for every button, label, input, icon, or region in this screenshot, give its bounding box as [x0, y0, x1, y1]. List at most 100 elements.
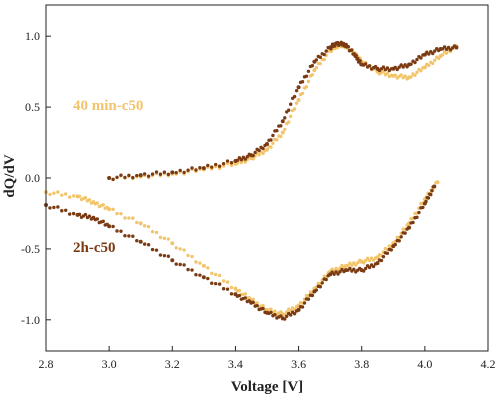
series-dot — [119, 173, 123, 177]
series-dot — [111, 177, 115, 182]
series-dot — [214, 162, 218, 167]
series-dot — [64, 208, 68, 212]
data-point — [435, 180, 440, 185]
series-dot — [229, 161, 234, 165]
series-dot — [146, 224, 151, 229]
series-dot — [409, 75, 413, 79]
series-dot — [310, 64, 315, 68]
series-dot — [154, 230, 159, 235]
series-dot — [251, 157, 255, 161]
series-dot — [162, 253, 167, 258]
x-tick-label: 3.6 — [291, 357, 306, 371]
series-dot — [346, 263, 350, 268]
series-dot — [251, 153, 255, 158]
series-dot — [154, 248, 159, 252]
series-dot — [221, 279, 226, 283]
series-dot — [306, 69, 311, 73]
series-dot — [214, 281, 218, 286]
series-dot — [444, 51, 449, 55]
series-dot — [273, 313, 277, 317]
series-dot — [243, 160, 247, 164]
series-dot — [269, 138, 273, 142]
series-dot — [225, 280, 230, 284]
series-dot — [440, 53, 445, 57]
data-point — [265, 147, 269, 152]
series-dot — [131, 234, 135, 238]
series-dot — [67, 212, 72, 216]
series-dot — [350, 263, 354, 267]
y-axis-title: dQ/dV — [2, 154, 18, 198]
series-dot — [221, 287, 226, 291]
data-point — [201, 166, 206, 171]
x-tick-label: 3.4 — [228, 357, 243, 371]
series-dot — [288, 114, 293, 119]
series-dot — [419, 56, 423, 60]
series-dot — [135, 220, 139, 225]
series-dot — [302, 301, 307, 305]
series-dot — [310, 293, 315, 298]
series-dot — [413, 73, 417, 78]
series-dot — [352, 267, 356, 272]
data-point — [312, 68, 317, 73]
data-point — [280, 119, 285, 124]
data-point — [170, 170, 175, 175]
series-dot — [269, 310, 273, 315]
series-dot — [243, 292, 247, 296]
series-dot — [243, 157, 247, 161]
series-dot — [178, 247, 182, 251]
series-dot — [314, 66, 319, 70]
series-dot — [71, 211, 76, 216]
y-tick-label: 1.0 — [25, 29, 40, 43]
series-dot — [271, 133, 275, 138]
series-dot — [320, 281, 324, 285]
series-dot — [354, 53, 358, 58]
series-dot — [322, 52, 326, 57]
series-dot — [146, 174, 151, 178]
series-dot — [190, 268, 194, 272]
series-dot — [253, 150, 257, 155]
series-dot — [304, 74, 309, 78]
series-dot — [111, 207, 115, 211]
series-dot — [225, 287, 230, 291]
data-point — [422, 52, 427, 57]
x-tick-label: 4.0 — [417, 357, 432, 371]
series-dot — [206, 266, 210, 270]
data-point — [201, 263, 206, 268]
series-dot — [52, 205, 56, 210]
series-dot — [395, 67, 399, 72]
series-dot — [251, 300, 255, 305]
series-dot — [427, 63, 431, 68]
series-dot — [431, 61, 435, 66]
series-dot — [430, 189, 434, 193]
series-dot — [198, 261, 202, 265]
series-dot — [401, 65, 405, 69]
series-dot — [421, 205, 425, 210]
series-dot — [142, 242, 147, 246]
series-dot — [162, 236, 167, 240]
series-dot — [371, 258, 376, 262]
series-dot — [275, 138, 279, 142]
series-dot — [123, 234, 127, 238]
data-point — [454, 45, 459, 50]
series-dot — [399, 73, 403, 77]
series-dot — [424, 199, 428, 204]
series-dot — [166, 237, 171, 241]
series-dot — [206, 276, 210, 281]
series-dot — [182, 263, 186, 267]
series-dot — [166, 172, 171, 177]
data-point — [265, 141, 269, 146]
series-dot — [379, 258, 384, 263]
series-dot — [229, 285, 234, 290]
data-point — [296, 85, 301, 90]
series-dot — [397, 65, 401, 69]
series-dot — [300, 305, 305, 309]
series-dot — [255, 301, 259, 305]
series-dot — [101, 203, 105, 207]
series-dot — [174, 246, 178, 250]
series-dot — [229, 292, 234, 296]
series-dot — [123, 216, 127, 220]
data-point — [280, 130, 285, 135]
series-dot — [269, 307, 273, 311]
series-dot — [257, 153, 261, 157]
